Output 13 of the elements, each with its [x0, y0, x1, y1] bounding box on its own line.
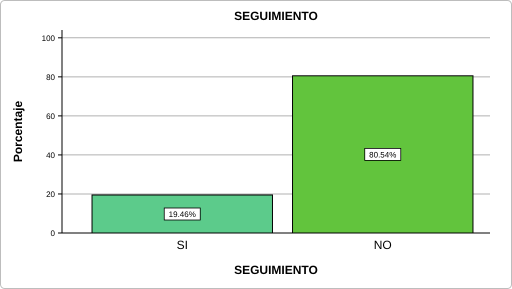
y-tick-label: 40	[46, 150, 56, 160]
data-label: 19.46%	[168, 210, 196, 220]
y-tick-label: 20	[46, 190, 56, 199]
y-tick-label: 100	[42, 34, 56, 43]
x-axis-title: SEGUIMIENTO	[234, 263, 318, 277]
data-label: 80.54%	[369, 150, 396, 160]
x-tick-label: SI	[176, 238, 188, 252]
y-axis-title: Porcentaje	[11, 100, 25, 162]
chart-title: SEGUIMIENTO	[234, 9, 318, 23]
y-tick-label: 0	[50, 229, 56, 238]
x-tick-label: NO	[374, 238, 392, 252]
y-tick-label: 60	[46, 112, 56, 121]
y-tick-label: 80	[46, 72, 56, 82]
